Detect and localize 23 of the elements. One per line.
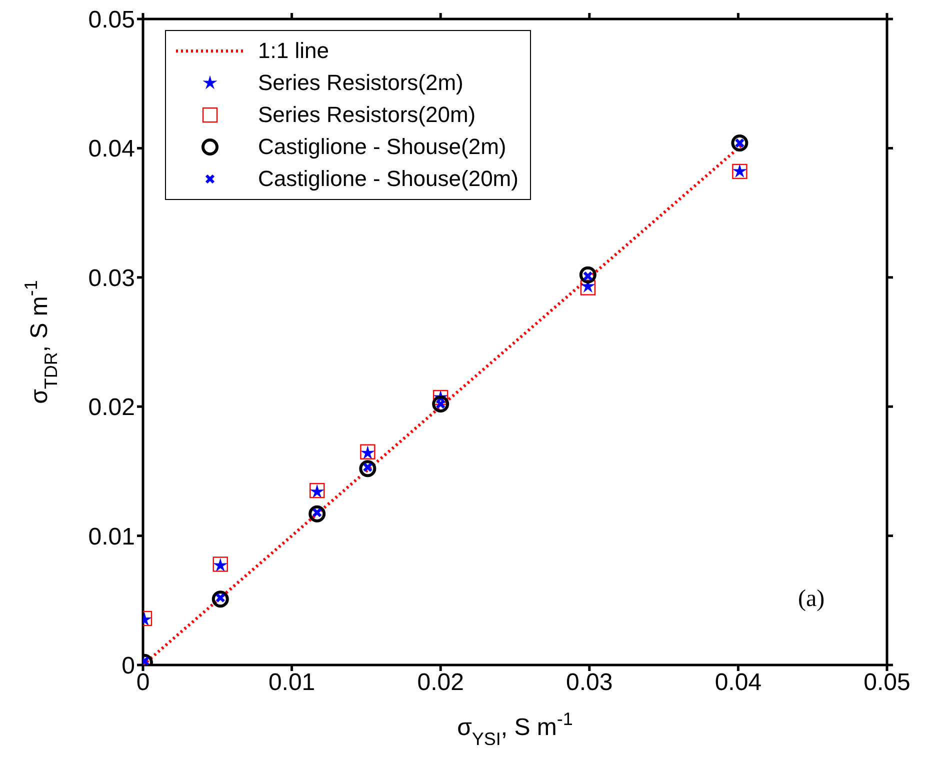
y-tick-label: 0.05 (88, 6, 135, 34)
point (359, 460, 376, 478)
y-tick-label: 0.02 (88, 394, 135, 422)
legend-label: Castiglione - Shouse(20m) (258, 165, 518, 193)
legend-label: Castiglione - Shouse(2m) (258, 133, 506, 161)
point (432, 396, 450, 413)
legend-label: Series Resistors(2m) (258, 69, 464, 97)
y-tick-label: 0.03 (88, 264, 135, 292)
x-tick-label: 0.03 (566, 669, 613, 696)
y-tick-label: 0.01 (88, 523, 135, 550)
x-tick-label: 0.02 (417, 669, 464, 696)
legend-label: Series Resistors(20m) (258, 101, 476, 129)
point (212, 590, 229, 608)
point (731, 134, 748, 152)
x-tick-label: 0.04 (714, 669, 762, 696)
x-tick-label: 0.01 (268, 669, 316, 696)
annotation: (a) (798, 586, 825, 613)
x-axis-title: σ$_{YSI}$, S m$^{-1}$ (457, 709, 573, 749)
point (308, 505, 326, 522)
point (579, 266, 596, 284)
legend-label: 1:1 line (258, 37, 329, 65)
x-tick-label: 0.05 (864, 669, 910, 696)
y-tick-label: 0.04 (88, 136, 135, 163)
